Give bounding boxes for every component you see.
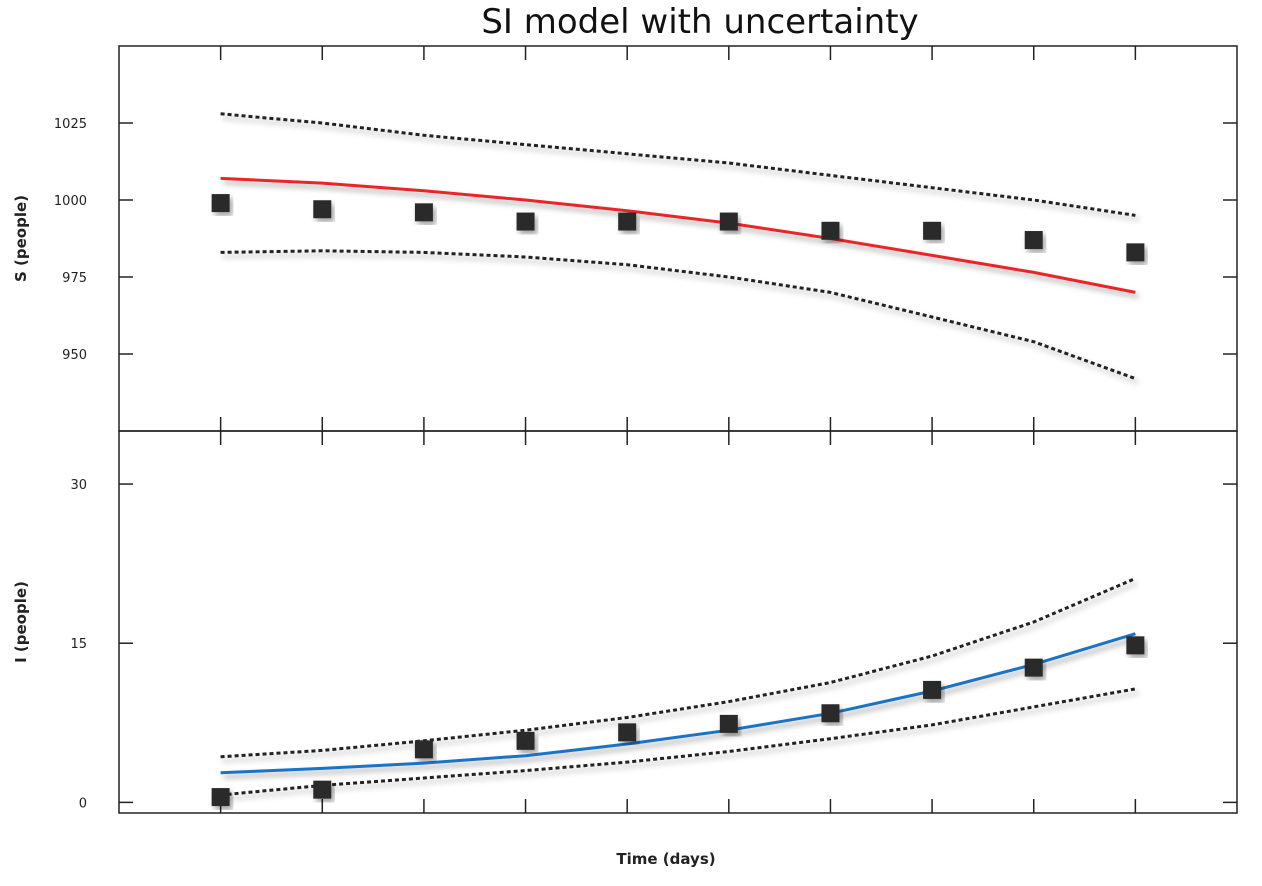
panel-i-lower-bound [220,687,1136,797]
panel-i-frame [118,430,1238,814]
panel-i-model-line [220,632,1136,775]
panel-i-ytick-label: 30 [70,478,87,493]
panel-i-ytick-label: 15 [70,637,87,652]
panel-s-model-line [220,176,1136,294]
panel-s-observed-point [821,221,840,240]
panel-s-ytick-label: 950 [62,348,87,363]
panel-i-observed-point [414,740,433,759]
panel-s-ytick-label: 1025 [54,117,87,132]
panel-s-observed-point [516,212,535,231]
panel-i-observed-point [618,723,637,742]
panel-i-observed-point [1024,658,1043,677]
panel-s-observed-point [313,200,332,219]
panel-s-ylabel: S (people) [12,195,30,282]
panel-i-observed-point [821,704,840,723]
panel-s-observed-point [1126,243,1145,262]
x-axis-label: Time (days) [616,850,716,868]
panel-i-observed-point [719,714,738,733]
chart-title: SI model with uncertainty [481,2,919,42]
panel-s-lower-bound [220,249,1136,381]
panel-s-observed-point [719,212,738,231]
panel-i-upper-bound [220,577,1136,759]
panel-s-observed-point [211,194,230,213]
panel-s-observed-point [618,212,637,231]
panel-i-observed-point [1126,636,1145,655]
panel-i-ylabel: I (people) [12,581,30,663]
panel-i-observed-point [313,780,332,799]
panel-s-observed-point [1024,231,1043,250]
panel-s-observed-point [414,203,433,222]
panel-s-observed-point [923,221,942,240]
panel-s-upper-bound [220,112,1136,217]
panel-i-observed-point [923,680,942,699]
panel-i-observed-point [516,731,535,750]
panel-i-observed-point [211,788,230,807]
panel-s-frame [118,45,1238,432]
panel-s-ytick-label: 1000 [54,194,87,209]
panel-s-ytick-label: 975 [62,271,87,286]
panel-i-ytick-label: 0 [79,796,87,811]
